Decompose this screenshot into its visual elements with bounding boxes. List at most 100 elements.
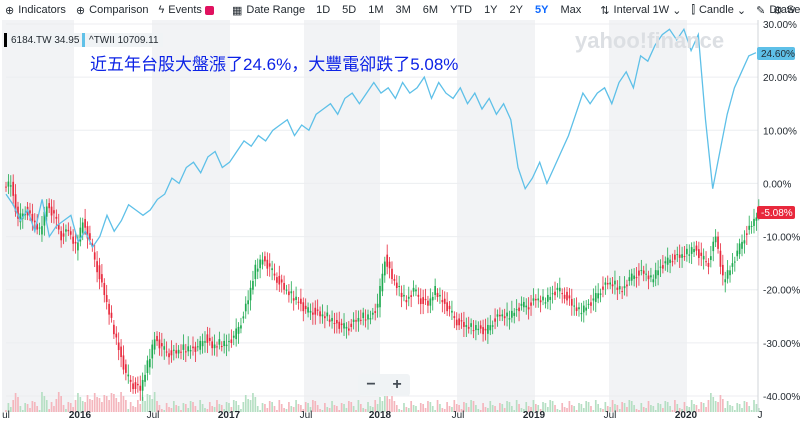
volume-bar [338,410,341,412]
range-max[interactable]: Max [560,4,582,16]
volume-bar [278,400,281,412]
candle-body [499,314,501,317]
stock-chart[interactable]: 30.00% 20.00% 10.00% 0.00% -10.00% -20.00% -30… [0,20,800,430]
candle-body [276,277,278,283]
volume-bar [427,401,429,412]
volume-bar [400,410,403,412]
volume-bar [41,392,43,412]
volume-bar [79,397,82,412]
zoom-in-button[interactable]: + [392,376,402,393]
volume-bar [230,407,233,412]
volume-bar [108,400,110,412]
volume-bar [534,404,537,412]
range-6m[interactable]: 6M [422,4,439,16]
volume-bar [638,410,640,412]
candle-body [74,241,77,244]
volume-bar [592,410,595,412]
volume-bar [443,409,446,412]
volume-bar [194,406,197,412]
volume-bar [357,400,360,412]
volume-bar [336,406,338,412]
candle-body [192,346,194,349]
candle-body [532,298,535,301]
candle-body [67,229,70,232]
candle-body [132,383,134,390]
candle-body [707,262,710,267]
volume-bar [352,406,355,412]
events-button[interactable]: ϟ Events [153,0,218,20]
volume-bar [280,404,283,412]
indicators-button[interactable]: ⊕ Indicators [0,0,71,20]
volume-bar [19,406,22,412]
range-2y[interactable]: 2Y [509,4,523,16]
volume-bar [343,404,345,412]
volume-bar [520,408,523,412]
range-ytd[interactable]: YTD [450,4,473,16]
volume-bar [570,405,573,412]
volume-bar [453,400,456,412]
settings-button[interactable]: ⚙ Setti [768,0,800,20]
volume-bar [81,401,84,412]
volume-bar [307,403,309,412]
candle-body [566,291,568,301]
interval-value: 1W [652,4,670,16]
volume-bar [630,401,633,412]
volume-bar [659,404,662,412]
volume-bar [379,397,381,412]
volume-bar [566,408,568,412]
candle-body [295,296,297,300]
draw-button[interactable]: ✎ Draw [751,0,800,20]
candle-body [240,325,242,329]
x-tick-label: 2017 [218,410,241,421]
chart-type-button[interactable]: ⫿ Candle ⌄ [686,0,751,20]
volume-bar [43,396,46,412]
comparison-button[interactable]: ⊕ Comparison [71,0,154,20]
legend-twii[interactable]: ^TWII 10709.11 [82,33,163,47]
candle-body [393,279,396,281]
settings-label: Setti [786,4,800,16]
candle-body [182,344,185,350]
range-1d[interactable]: 1D [316,4,331,16]
candle-body [647,275,650,280]
candle-body [496,314,499,317]
candle-body [717,236,719,249]
legend-stock[interactable]: 6184.TW 34.95 [4,33,84,47]
volume-bar [652,406,655,412]
volume-bar [582,408,585,412]
volume-bar [513,410,516,412]
volume-bar [117,402,120,412]
candle-body [48,203,50,209]
range-5y[interactable]: 5Y [535,4,549,16]
candle-body [745,233,748,235]
volume-bar [369,406,372,412]
zoom-out-button[interactable]: − [366,376,376,393]
interval-button[interactable]: ⇅ Interval 1W ⌄ [595,0,686,20]
volume-bar [736,403,739,412]
range-1m[interactable]: 1M [368,4,384,16]
range-1y[interactable]: 1Y [484,4,498,16]
volume-bar [647,401,650,412]
candle-body [331,317,333,322]
volume-bar [587,402,590,412]
volume-bar [688,407,691,412]
range-3m[interactable]: 3M [395,4,411,16]
candle-body [652,279,655,283]
volume-bar [153,392,156,412]
candle-body [482,327,484,335]
date-range-label: Date Range [246,4,306,16]
candle-body [41,226,43,235]
volume-bar [321,410,324,412]
volume-bar [544,403,547,412]
volume-bar [657,403,659,412]
candle-body [606,282,609,285]
volume-bar [134,407,137,412]
volume-bar [729,405,731,412]
candle-body [721,264,724,276]
date-range-button[interactable]: ▦ Date Range [227,0,310,20]
candle-body [427,300,429,306]
candle-body [542,296,544,301]
candle-body [465,325,468,327]
range-5d[interactable]: 5D [342,4,357,16]
pencil-icon: ✎ [756,4,766,17]
volume-bar [189,401,192,412]
